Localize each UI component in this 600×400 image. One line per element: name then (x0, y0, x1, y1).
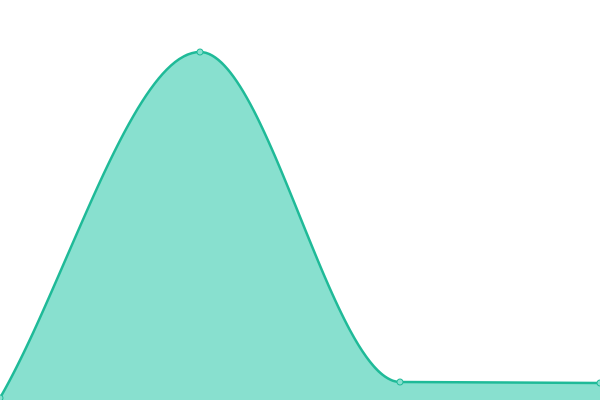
area-line (0, 50, 600, 399)
data-point (196, 48, 204, 56)
area-fill (0, 52, 600, 400)
data-point (0, 394, 4, 400)
data-point (596, 379, 600, 387)
data-point (396, 378, 404, 386)
